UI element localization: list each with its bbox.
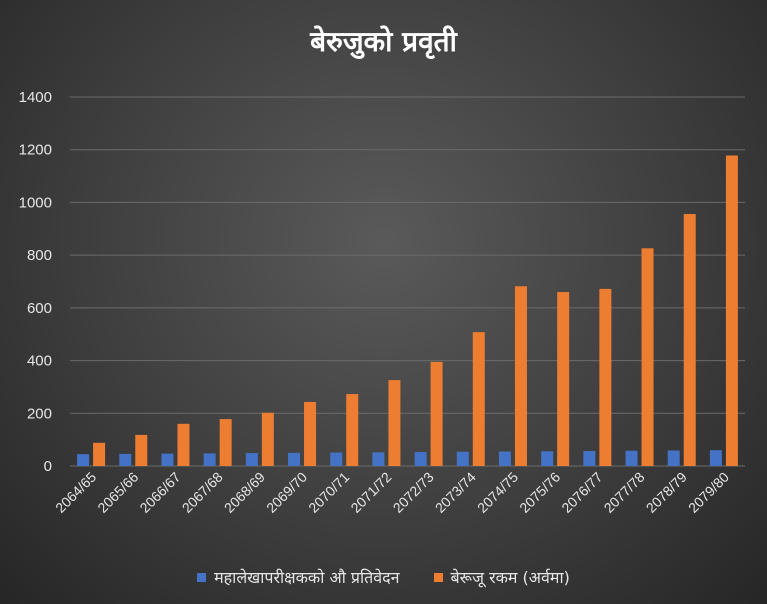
x-tick-label: 2075/76 — [516, 469, 563, 516]
x-tick-label: 2079/80 — [685, 469, 732, 516]
legend-item-beruju-amount: बेरूजू रकम (अर्वमा) — [433, 566, 570, 588]
y-tick-label: 1000 — [19, 194, 52, 211]
legend-item-audit-report: महालेखापरीक्षकको औ प्रतिवेदन — [197, 566, 400, 588]
bar-beruju-amount — [683, 214, 696, 466]
bar-beruju-amount — [177, 423, 190, 466]
x-tick-label: 2074/75 — [474, 469, 521, 516]
bar-beruju-amount — [557, 292, 570, 466]
bar-audit-report — [119, 453, 132, 466]
bar-audit-report — [709, 450, 722, 466]
bar-audit-report — [161, 453, 174, 466]
bar-beruju-amount — [219, 419, 232, 466]
bar-audit-report — [203, 453, 216, 466]
bar-beruju-amount — [261, 412, 274, 466]
bar-beruju-amount — [135, 434, 148, 466]
y-tick-label: 0 — [44, 458, 52, 475]
y-tick-label: 200 — [27, 405, 52, 422]
y-tick-label: 800 — [27, 247, 52, 264]
x-tick-label: 2067/68 — [179, 469, 226, 516]
x-tick-label: 2072/73 — [390, 469, 437, 516]
y-tick-label: 600 — [27, 300, 52, 317]
bar-audit-report — [625, 450, 638, 466]
x-tick-label: 2078/79 — [643, 469, 690, 516]
x-tick-label: 2068/69 — [221, 469, 268, 516]
y-tick-label: 400 — [27, 353, 52, 370]
legend: महालेखापरीक्षकको औ प्रतिवेदन बेरूजू रकम … — [0, 566, 767, 588]
x-tick-label: 2066/67 — [136, 469, 183, 516]
x-tick-label: 2071/72 — [347, 469, 394, 516]
bar-beruju-amount — [514, 286, 527, 466]
bar-beruju-amount — [430, 361, 443, 466]
bar-beruju-amount — [388, 380, 401, 466]
bar-beruju-amount — [641, 248, 654, 466]
legend-label-beruju-amount: बेरूजू रकम (अर्वमा) — [450, 568, 570, 587]
bar-audit-report — [414, 452, 427, 466]
x-tick-label: 2069/70 — [263, 469, 310, 516]
bar-audit-report — [498, 451, 511, 466]
x-tick-label: 2064/65 — [52, 469, 99, 516]
y-tick-label: 1200 — [19, 142, 52, 159]
bar-audit-report — [77, 454, 90, 466]
bar-audit-report — [245, 453, 258, 466]
legend-label-audit-report: महालेखापरीक्षकको औ प्रतिवेदन — [214, 568, 400, 587]
x-tick-label: 2077/78 — [601, 469, 648, 516]
legend-swatch-orange — [433, 572, 443, 582]
bar-beruju-amount — [472, 332, 485, 466]
bar-audit-report — [456, 451, 469, 466]
bar-beruju-amount — [599, 288, 612, 466]
x-tick-label: 2065/66 — [94, 469, 141, 516]
bar-audit-report — [667, 450, 680, 466]
x-tick-label: 2076/77 — [558, 469, 605, 516]
bar-audit-report — [330, 452, 343, 466]
bar-audit-report — [583, 450, 596, 466]
legend-swatch-blue — [197, 572, 207, 582]
x-tick-label: 2073/74 — [432, 469, 479, 516]
chart-title: बेरुजुको प्रवृती — [310, 25, 457, 58]
bar-beruju-amount — [304, 401, 317, 466]
bar-audit-report — [372, 452, 385, 466]
bar-beruju-amount — [93, 442, 106, 466]
y-tick-label: 1400 — [19, 89, 52, 106]
bar-audit-report — [541, 451, 554, 466]
bar-beruju-amount — [725, 155, 738, 466]
bar-beruju-amount — [346, 394, 359, 466]
bar-audit-report — [288, 452, 301, 466]
x-tick-label: 2070/71 — [305, 469, 352, 516]
